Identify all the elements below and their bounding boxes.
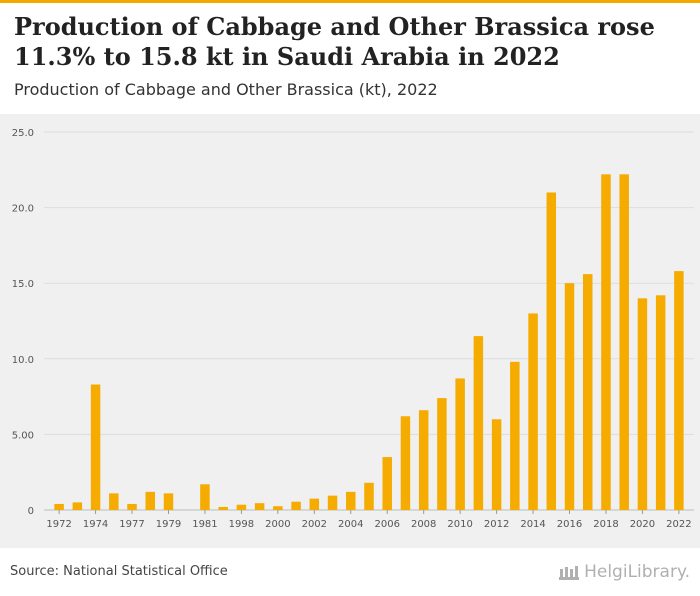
accent-bar — [0, 0, 700, 3]
bar-2006 — [382, 457, 392, 510]
bar-2002 — [309, 498, 320, 510]
x-tick-label: 2022 — [666, 519, 691, 530]
bar-1999 — [254, 503, 265, 510]
x-tick-label: 2016 — [557, 519, 582, 530]
bar-2022 — [674, 271, 684, 510]
x-tick-label: 2020 — [630, 519, 655, 530]
chart-subtitle: Production of Cabbage and Other Brassica… — [14, 80, 438, 99]
x-tick-label: 1981 — [192, 519, 217, 530]
bar-2001 — [291, 501, 301, 510]
x-tick-label: 1974 — [83, 519, 108, 530]
bar-1972 — [54, 503, 64, 510]
bars — [54, 174, 684, 510]
x-tick-label: 2000 — [265, 519, 290, 530]
bar-2004 — [346, 491, 356, 510]
bar-2009 — [437, 398, 447, 510]
x-tick-label: 2004 — [338, 519, 363, 530]
bar-1979 — [163, 493, 174, 510]
bar-1973 — [72, 502, 83, 510]
bar-2007 — [400, 416, 411, 510]
y-tick-label: 5.00 — [12, 430, 34, 441]
y-tick-label: 0 — [28, 506, 34, 517]
bar-2017 — [583, 274, 593, 510]
source-note: Source: National Statistical Office — [10, 564, 228, 579]
x-tick-label: 2012 — [484, 519, 509, 530]
x-tick-label: 1972 — [46, 519, 71, 530]
y-tick-label: 15.0 — [12, 279, 34, 290]
bar-2012 — [491, 419, 502, 510]
x-axis-ticks: 1972 1974 1977 1979 1981 1998 2000 2002 2004 2006… — [46, 510, 692, 530]
y-axis-ticks: 0 5.00 10.0 15.0 20.0 25.0 — [12, 128, 34, 517]
page-title: Production of Cabbage and Other Brassica… — [14, 12, 655, 71]
bar-2014 — [528, 313, 538, 510]
bar-2020 — [637, 298, 648, 510]
helgi-library-logo: HelgiLibrary. — [558, 562, 690, 582]
x-tick-label: 2014 — [520, 519, 545, 530]
grid-lines — [44, 131, 694, 511]
bar-1977 — [127, 503, 137, 510]
x-tick-label: 2008 — [411, 519, 436, 530]
bar-2008 — [418, 410, 429, 510]
bar-2013 — [510, 361, 520, 510]
bar-2015 — [546, 192, 557, 510]
bar-1976 — [109, 493, 119, 510]
bar-2018 — [601, 174, 611, 510]
x-tick-label: 1979 — [156, 519, 181, 530]
x-tick-label: 2006 — [375, 519, 400, 530]
bar-2021 — [655, 295, 666, 510]
bar-1974 — [90, 384, 101, 510]
bar-2000 — [273, 506, 283, 510]
x-tick-label: 1977 — [119, 519, 144, 530]
x-tick-label: 2018 — [593, 519, 618, 530]
bar-2016 — [564, 283, 575, 510]
x-tick-label: 2010 — [447, 519, 472, 530]
bar-1985 — [218, 506, 228, 510]
bar-2011 — [473, 336, 484, 510]
bar-1978 — [145, 491, 155, 510]
logo-text: HelgiLibrary. — [584, 562, 690, 582]
bar-2010 — [455, 378, 465, 510]
bar-2019 — [619, 174, 629, 510]
library-icon — [559, 566, 580, 580]
y-tick-label: 10.0 — [12, 355, 34, 366]
x-tick-label: 2002 — [302, 519, 327, 530]
bar-1981 — [200, 484, 210, 510]
y-tick-label: 20.0 — [12, 204, 34, 215]
bar-2005 — [364, 482, 374, 510]
y-tick-label: 25.0 — [12, 128, 34, 139]
bar-2003 — [327, 495, 338, 510]
x-tick-label: 1998 — [229, 519, 254, 530]
bar-1998 — [236, 504, 247, 510]
